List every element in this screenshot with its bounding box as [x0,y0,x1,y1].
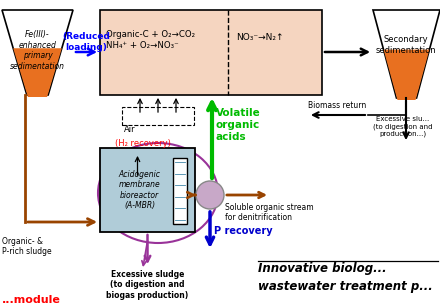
Text: Excessive sludge
(to digestion and
biogas production): Excessive sludge (to digestion and bioga… [106,270,189,300]
Text: P recovery: P recovery [214,226,273,236]
Polygon shape [100,148,195,232]
Polygon shape [13,48,62,97]
Text: wastewater treatment p...: wastewater treatment p... [258,280,433,293]
Text: Fe(III)-
enhanced
primary
sedimentation: Fe(III)- enhanced primary sedimentation [10,30,65,71]
Circle shape [196,181,224,209]
Text: Secondary
sedimentation: Secondary sedimentation [376,35,436,55]
Text: Soluble organic stream
for denitrification: Soluble organic stream for denitrificati… [225,203,314,222]
Text: (Reduced
loading): (Reduced loading) [62,32,110,52]
Polygon shape [2,10,73,95]
Text: Acidogenic
membrane
bioreactor
(A-MBR): Acidogenic membrane bioreactor (A-MBR) [118,170,161,210]
Text: Organic- &
P-rich sludge: Organic- & P-rich sludge [2,237,51,256]
Text: Air: Air [124,125,136,134]
Text: Volatile
organic
acids: Volatile organic acids [216,108,261,142]
Text: (H₂ recovery): (H₂ recovery) [115,139,171,148]
Text: Innovative biolog...: Innovative biolog... [258,262,387,275]
Text: ...module: ...module [2,295,61,305]
Text: Excessive slu...
(to digestion and
production...): Excessive slu... (to digestion and produ… [373,116,433,137]
Polygon shape [373,10,440,98]
Text: NO₃⁻→N₂↑: NO₃⁻→N₂↑ [236,34,283,43]
Text: Organic-C + O₂→CO₂
NH₄⁺ + O₂→NO₃⁻: Organic-C + O₂→CO₂ NH₄⁺ + O₂→NO₃⁻ [106,30,195,50]
Text: Biomass return: Biomass return [308,101,366,110]
Polygon shape [100,10,322,95]
Polygon shape [384,50,429,100]
Polygon shape [173,158,187,224]
